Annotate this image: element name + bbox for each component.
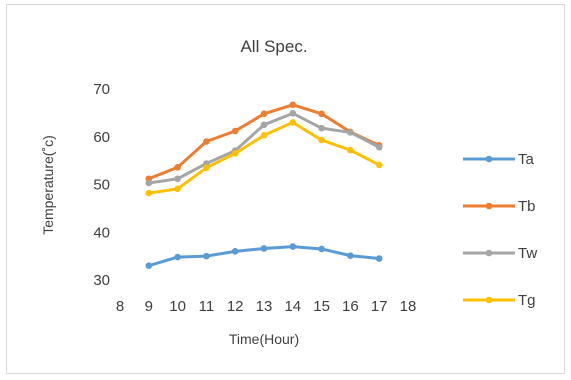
data-point-tg — [231, 150, 239, 157]
data-point-tg — [203, 164, 210, 172]
data-point-ta — [318, 245, 325, 253]
axes: 30 40 50 60 70 8 9 10 11 12 13 14 15 16 17 18 — [93, 81, 416, 315]
legend-label-tb: Tb — [518, 198, 536, 215]
x-tick-label: 10 — [169, 298, 186, 315]
data-point-tb — [318, 110, 325, 118]
x-axis-label: Time(Hour) — [229, 331, 299, 347]
y-tick-label: 30 — [93, 272, 110, 289]
legend-marker-tw — [485, 249, 493, 257]
y-tick-label: 40 — [93, 224, 110, 241]
data-point-tb — [289, 101, 297, 109]
chart-area: All Spec. Temperature(˚c) Time(Hour) 30 4… — [6, 4, 565, 374]
data-point-ta — [231, 248, 239, 255]
legend-label-tg: Tg — [518, 292, 536, 309]
legend-item-tw: Tw — [463, 245, 537, 262]
legend: Ta Tb Tw Tg — [463, 151, 537, 309]
x-tick-label: 11 — [199, 298, 215, 315]
x-tick-label: 14 — [284, 298, 301, 315]
data-point-tw — [318, 124, 325, 132]
data-point-tw — [347, 129, 354, 136]
data-point-tb — [260, 110, 268, 118]
legend-item-tg: Tg — [463, 292, 536, 309]
y-axis-label: Temperature(˚c) — [40, 135, 56, 235]
series-ta — [145, 243, 383, 269]
data-point-ta — [289, 243, 297, 250]
data-point-tw — [289, 110, 297, 117]
legend-marker-tg — [485, 296, 493, 304]
data-point-tg — [347, 146, 354, 154]
x-tick-label: 15 — [313, 298, 330, 315]
y-tick-label: 60 — [93, 129, 110, 146]
legend-label-ta: Ta — [518, 151, 535, 168]
series-tb — [145, 101, 383, 183]
x-tick-label: 18 — [400, 298, 417, 315]
data-point-ta — [375, 255, 383, 262]
data-point-ta — [174, 253, 181, 261]
line-chart: All Spec. Temperature(˚c) Time(Hour) 30 4… — [40, 37, 537, 347]
data-point-tw — [260, 121, 268, 129]
data-point-tg — [260, 132, 268, 139]
data-point-tw — [375, 143, 383, 151]
data-point-ta — [145, 262, 153, 269]
x-tick-label: 12 — [227, 298, 244, 315]
data-point-tg — [145, 189, 153, 197]
x-tick-label: 13 — [256, 298, 273, 315]
y-tick-label: 50 — [93, 177, 110, 194]
y-tick-label: 70 — [93, 81, 110, 98]
data-point-ta — [260, 245, 268, 252]
series-group — [145, 101, 383, 269]
data-point-tb — [231, 127, 239, 135]
data-point-ta — [203, 252, 210, 260]
legend-marker-ta — [485, 155, 493, 163]
data-point-ta — [347, 252, 354, 259]
chart-title: All Spec. — [240, 37, 307, 56]
data-point-tw — [174, 175, 181, 183]
data-point-tw — [145, 179, 153, 187]
data-point-tg — [375, 161, 383, 169]
legend-marker-tb — [485, 202, 493, 210]
x-tick-label: 17 — [371, 298, 388, 315]
data-point-tg — [318, 136, 325, 144]
x-tick-label: 9 — [145, 298, 153, 315]
data-point-tb — [174, 164, 181, 171]
data-point-tg — [289, 119, 297, 126]
x-tick-label: 16 — [342, 298, 359, 315]
legend-item-ta: Ta — [463, 151, 535, 168]
data-point-tb — [203, 138, 210, 145]
legend-label-tw: Tw — [518, 245, 537, 262]
series-tg — [145, 119, 383, 197]
legend-item-tb: Tb — [463, 198, 536, 215]
x-tick-label: 8 — [116, 298, 124, 315]
data-point-tg — [174, 185, 181, 193]
